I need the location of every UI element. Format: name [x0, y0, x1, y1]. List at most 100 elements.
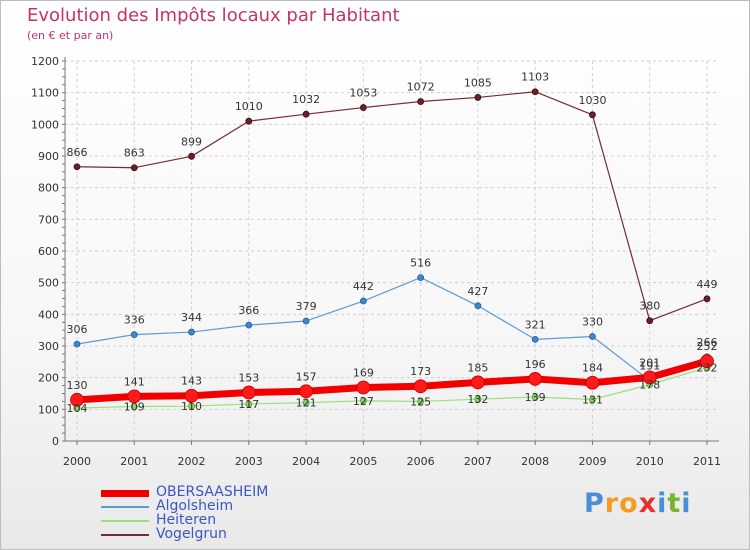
x-tick-label-2001: 2001	[120, 455, 148, 468]
series-line-heiteren	[76, 366, 708, 409]
data-label-heiteren-2001: 109	[124, 400, 145, 413]
point-heiteren-2005	[359, 397, 367, 405]
y-tick-label-900: 900	[38, 150, 59, 163]
data-label-heiteren-2008: 139	[525, 391, 546, 404]
point-heiteren-2007	[474, 395, 482, 403]
series-line-vogelgrun	[76, 91, 708, 322]
data-label-obersaasheim-2006: 173	[410, 365, 431, 378]
data-label-algolsheim-2009: 330	[582, 316, 603, 329]
point-algolsheim-2000	[73, 340, 81, 348]
data-label-obersaasheim-2004: 157	[296, 370, 317, 383]
point-vogelgrun-2002	[188, 152, 195, 160]
point-obersaasheim-2005	[356, 380, 371, 395]
data-label-vogelgrun-2004: 1032	[292, 93, 320, 106]
point-obersaasheim-2007	[471, 375, 485, 390]
point-heiteren-2008	[531, 393, 539, 401]
data-label-obersaasheim-2005: 169	[353, 366, 374, 379]
y-tick-label-300: 300	[38, 340, 59, 353]
data-label-vogelgrun-2009: 1030	[578, 94, 606, 107]
x-tick-label-2006: 2006	[407, 455, 435, 468]
point-heiteren-2006	[417, 398, 425, 405]
y-tick-label-200: 200	[38, 372, 59, 385]
x-tick-label-2005: 2005	[349, 455, 377, 468]
data-label-algolsheim-2006: 516	[410, 257, 431, 270]
x-tick-label-2008: 2008	[521, 455, 549, 468]
point-obersaasheim-2011	[700, 354, 714, 369]
point-vogelgrun-2009	[589, 111, 596, 119]
x-tick-label-2002: 2002	[178, 455, 206, 468]
data-label-algolsheim-2004: 379	[296, 300, 317, 313]
data-label-heiteren-2011: 232	[697, 362, 718, 375]
point-vogelgrun-2011	[703, 295, 711, 303]
point-algolsheim-2003	[245, 321, 253, 329]
logo-letter: o	[619, 488, 639, 519]
data-label-obersaasheim-2008: 196	[525, 358, 546, 371]
data-label-heiteren-2006: 125	[410, 395, 431, 408]
data-label-obersaasheim-2011: 252	[697, 340, 718, 353]
y-tick-label-1200: 1200	[31, 55, 59, 68]
point-algolsheim-2001	[130, 331, 138, 339]
logo-letter: x	[638, 488, 658, 519]
data-label-algolsheim-2008: 321	[525, 318, 546, 331]
point-vogelgrun-2004	[302, 110, 310, 118]
point-vogelgrun-2010	[646, 317, 654, 325]
data-label-obersaasheim-2001: 141	[124, 375, 145, 388]
point-algolsheim-2004	[302, 317, 310, 325]
data-label-obersaasheim-2003: 153	[238, 372, 259, 385]
x-tick-label-2010: 2010	[636, 455, 664, 468]
data-label-algolsheim-2007: 427	[467, 285, 488, 298]
point-heiteren-2004	[302, 399, 310, 407]
y-tick-label-1000: 1000	[31, 118, 59, 131]
point-algolsheim-2008	[531, 335, 539, 343]
point-vogelgrun-2007	[474, 94, 482, 101]
point-obersaasheim-2003	[241, 385, 256, 400]
legend-swatch-vogelgrun	[101, 534, 149, 536]
series-line-algolsheim	[76, 277, 708, 382]
y-tick-label-800: 800	[38, 182, 59, 195]
legend-label-vogelgrun: Vogelgrun	[156, 526, 227, 542]
data-label-heiteren-2000: 104	[67, 402, 88, 415]
data-label-vogelgrun-2006: 1072	[407, 81, 435, 94]
data-label-algolsheim-2000: 306	[67, 323, 88, 336]
data-label-heiteren-2005: 127	[353, 395, 374, 408]
point-obersaasheim-2009	[585, 375, 600, 390]
point-heiteren-2009	[589, 396, 596, 403]
data-label-vogelgrun-2000: 866	[67, 146, 88, 159]
data-label-algolsheim-2001: 336	[124, 314, 145, 327]
point-heiteren-2001	[130, 403, 138, 410]
x-tick-label-2004: 2004	[292, 455, 320, 468]
logo-letter: i	[681, 488, 692, 519]
x-tick-label-2009: 2009	[578, 455, 606, 468]
data-label-heiteren-2010: 178	[639, 379, 660, 392]
point-vogelgrun-2003	[245, 117, 253, 125]
point-algolsheim-2007	[474, 302, 482, 310]
y-tick-label-400: 400	[38, 308, 59, 321]
point-vogelgrun-2005	[359, 104, 367, 111]
data-label-vogelgrun-2011: 449	[697, 278, 718, 291]
data-label-algolsheim-2011: 266	[697, 336, 718, 349]
data-label-vogelgrun-2005: 1053	[349, 87, 377, 100]
data-label-heiteren-2003: 117	[238, 398, 259, 411]
point-algolsheim-2005	[359, 297, 367, 305]
data-label-heiteren-2004: 121	[296, 397, 317, 410]
data-label-algolsheim-2002: 344	[181, 311, 202, 324]
data-label-obersaasheim-2009: 184	[582, 362, 603, 375]
x-tick-label-2011: 2011	[693, 455, 721, 468]
logo-letter: i	[657, 488, 668, 519]
series-line-obersaasheim	[76, 357, 708, 404]
legend-label-obersaasheim: OBERSAASHEIM	[156, 484, 269, 500]
chart-title: Evolution des Impôts locaux par Habitant	[27, 5, 400, 26]
legend-swatch-obersaasheim	[101, 489, 149, 497]
logo-letter: P	[584, 488, 605, 519]
data-label-vogelgrun-2002: 899	[181, 135, 202, 148]
point-algolsheim-2006	[417, 274, 425, 282]
legend-swatch-heiteren	[101, 520, 149, 522]
data-label-vogelgrun-2008: 1103	[521, 71, 549, 84]
point-obersaasheim-2006	[413, 379, 428, 394]
x-tick-label-2007: 2007	[464, 455, 492, 468]
y-tick-label-600: 600	[38, 245, 59, 258]
logo-letter: r	[604, 488, 620, 519]
y-tick-label-700: 700	[38, 213, 59, 226]
point-vogelgrun-2000	[73, 163, 81, 171]
data-label-heiteren-2009: 131	[582, 394, 603, 407]
